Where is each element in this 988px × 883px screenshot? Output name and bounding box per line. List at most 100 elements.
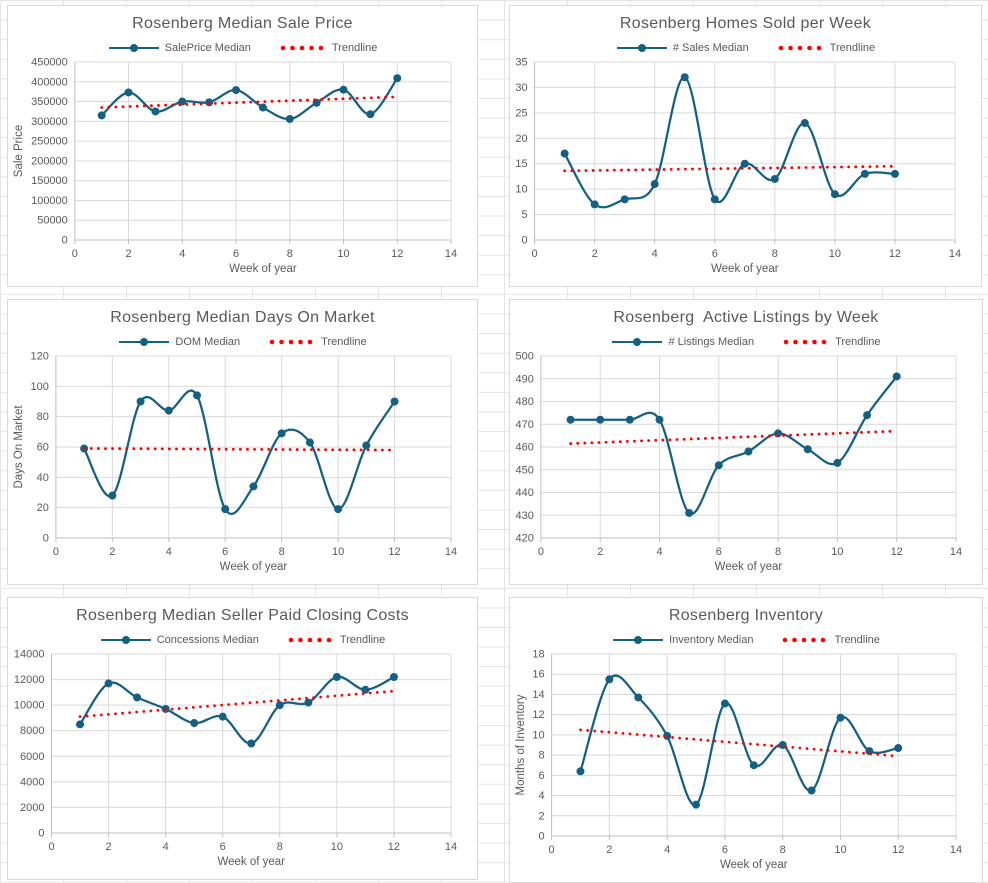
chart-homes-sold-per-week[interactable]: Rosenberg Homes Sold per Week # Sales Me… [509,5,982,287]
svg-text:0: 0 [53,546,59,558]
svg-text:10: 10 [831,546,843,558]
svg-text:0: 0 [62,235,68,247]
plot-area: 0 2 4 6 8 10 12 14 16 18 0 2 4 6 8 10 12 14 Week of year Mo… [512,646,980,872]
svg-text:0: 0 [538,546,544,558]
series-line-sample [108,43,160,53]
svg-text:0: 0 [38,828,44,840]
svg-text:10: 10 [515,184,527,196]
svg-text:440: 440 [516,487,534,499]
svg-text:120: 120 [31,351,49,363]
legend-item-series: # Listings Median [611,336,754,348]
svg-text:40: 40 [37,472,49,484]
svg-text:80: 80 [37,411,49,423]
svg-text:460: 460 [516,442,534,454]
svg-text:200000: 200000 [31,155,68,167]
svg-text:470: 470 [516,419,534,431]
svg-text:Week of year: Week of year [711,263,779,275]
svg-text:Week of year: Week of year [715,561,783,573]
svg-text:25: 25 [515,107,527,119]
svg-text:10: 10 [829,248,841,260]
legend-item-trendline: Trendline [268,336,367,348]
svg-text:2: 2 [106,841,112,853]
svg-text:8: 8 [287,248,293,260]
svg-text:8: 8 [780,844,786,856]
svg-text:4: 4 [166,546,172,558]
svg-text:16: 16 [532,669,544,681]
chart-median-sale-price[interactable]: Rosenberg Median Sale Price SalePrice Me… [7,5,478,287]
series-line-sample [611,337,663,347]
chart-legend: SalePrice Median Trendline [8,42,477,54]
chart-inventory[interactable]: Rosenberg Inventory Inventory Median Tre… [509,597,983,883]
svg-text:6: 6 [233,248,239,260]
svg-text:0: 0 [72,248,78,260]
series-line-sample [616,43,668,53]
legend-item-trendline: Trendline [287,634,385,646]
legend-item-series: Concessions Median [100,634,259,646]
legend-item-series: Inventory Median [612,634,753,646]
svg-text:490: 490 [516,373,534,385]
legend-series-label: DOM Median [175,336,241,348]
svg-text:20: 20 [37,502,49,514]
svg-text:430: 430 [516,510,534,522]
svg-text:14: 14 [532,689,544,701]
svg-text:Sale Price: Sale Price [13,125,25,177]
chart-title: Rosenberg Median Sale Price [132,15,353,32]
svg-text:Week of year: Week of year [229,263,297,275]
chart-legend: # Sales Median Trendline [510,42,981,54]
svg-text:100000: 100000 [31,195,68,207]
svg-text:14: 14 [950,546,962,558]
legend-series-label: Concessions Median [156,634,259,646]
svg-text:10000: 10000 [14,700,45,712]
svg-text:20: 20 [515,133,527,145]
legend-series-label: SalePrice Median [164,42,251,54]
plot-area: 0 2000 4000 6000 8000 10000 12000 14000 0 2 4 6 8 10 1… [10,646,475,869]
svg-text:500: 500 [516,351,534,363]
chart-median-days-on-market[interactable]: Rosenberg Median Days On Market DOM Medi… [7,299,478,585]
legend-trendline-label: Trendline [339,634,386,646]
svg-text:0: 0 [43,533,49,545]
legend-item-trendline: Trendline [781,634,880,646]
svg-text:0: 0 [521,235,527,247]
svg-text:10: 10 [532,729,544,741]
svg-text:300000: 300000 [31,116,68,128]
svg-text:420: 420 [516,533,534,545]
plot-svg: 0 2000 4000 6000 8000 10000 12000 14000 0 2 4 6 8 10 1… [14,649,457,869]
chart-median-seller-paid-closing-costs[interactable]: Rosenberg Median Seller Paid Closing Cos… [7,597,478,880]
legend-trendline-label: Trendline [331,42,378,54]
svg-text:8: 8 [538,750,544,762]
svg-text:2: 2 [538,810,544,822]
svg-text:2000: 2000 [20,802,44,814]
svg-text:4: 4 [163,841,169,853]
legend-trendline-label: Trendline [834,634,880,646]
svg-text:Week of year: Week of year [220,561,288,573]
svg-text:8: 8 [772,248,778,260]
legend-item-trendline: Trendline [279,42,377,54]
legend-item-series: # Sales Median [616,42,749,54]
svg-text:0: 0 [48,841,54,853]
svg-text:12: 12 [892,844,904,856]
svg-text:6: 6 [538,770,544,782]
plot-area: 0 50000 100000 150000 200000 250000 300000 3500… [10,54,475,276]
chart-legend: DOM Median Trendline [8,336,477,348]
svg-text:12: 12 [889,248,901,260]
svg-text:6: 6 [716,546,722,558]
svg-text:14: 14 [950,844,962,856]
svg-text:30: 30 [515,82,527,94]
svg-text:6: 6 [220,841,226,853]
svg-text:6: 6 [222,546,228,558]
plot-svg: 0 5 10 15 20 25 30 35 0 2 4 6 8 10 12 14 Week of year [515,57,961,276]
svg-text:400000: 400000 [31,76,68,88]
legend-trendline-label: Trendline [835,336,881,348]
plot-svg: 0 20 40 60 80 100 120 0 2 4 6 8 10 12 14 Week of year Da… [13,351,457,574]
plot-svg: 0 50000 100000 150000 200000 250000 300000 3500… [13,57,457,276]
plot-area: 420 430 440 450 460 470 480 490 500 0 2 4 6 8 10 12 14 We… [512,348,980,574]
legend-item-trendline: Trendline [777,42,875,54]
legend-item-series: SalePrice Median [108,42,251,54]
svg-text:60: 60 [37,442,49,454]
svg-text:10: 10 [332,546,344,558]
svg-text:35: 35 [515,57,527,69]
svg-text:12: 12 [388,546,400,558]
chart-active-listings-by-week[interactable]: Rosenberg Active Listings by Week # List… [509,299,983,585]
svg-text:0: 0 [549,844,555,856]
plot-area: 0 20 40 60 80 100 120 0 2 4 6 8 10 12 14 Week of year Da… [10,348,475,574]
